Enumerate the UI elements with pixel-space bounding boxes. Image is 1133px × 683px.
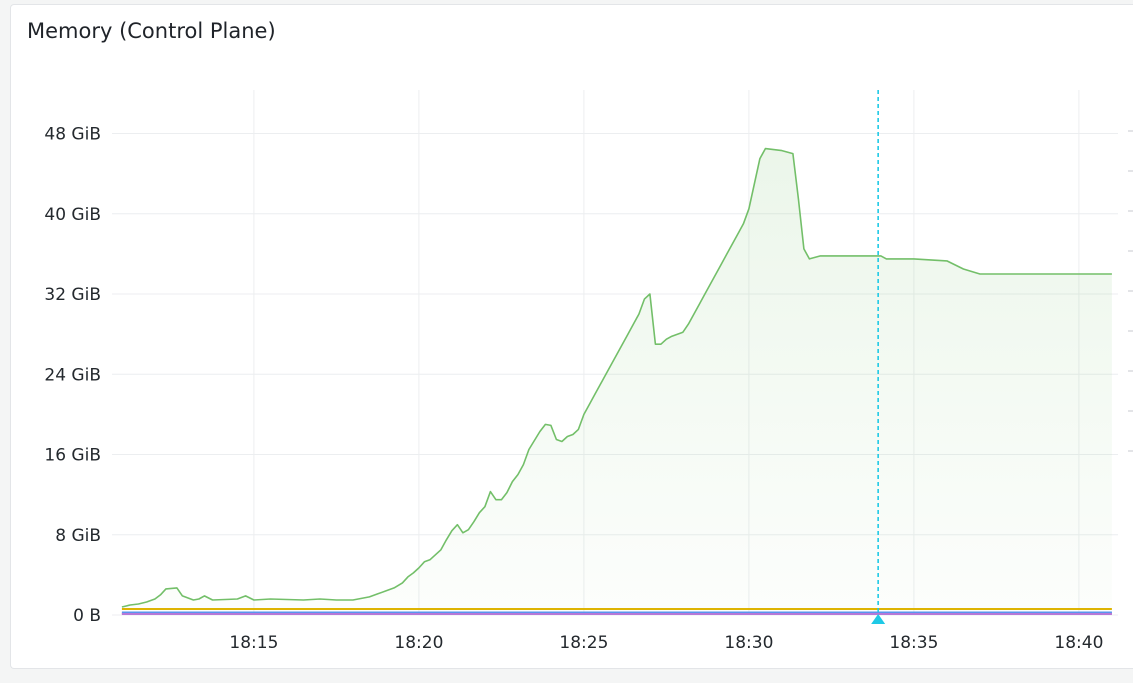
series-line [121, 147, 1112, 608]
y-tick-label: 16 GiB [44, 446, 101, 466]
y-tick-label: 48 GiB [44, 125, 101, 145]
y-tick-label: 0 B [73, 606, 101, 626]
series-layer [121, 147, 1112, 615]
x-tick-label: 18:15 [229, 633, 278, 653]
series-area [121, 148, 1112, 615]
crosshair-cursor [871, 90, 886, 624]
x-tick-label: 18:40 [1054, 633, 1103, 653]
y-tick-label: 40 GiB [44, 205, 101, 225]
panel-title: Memory (Control Plane) [27, 19, 276, 43]
y-tick-label: 24 GiB [44, 365, 101, 385]
y-axis: 0 B 8 GiB 16 GiB 24 GiB 32 GiB 40 GiB 48 GiB [44, 125, 101, 626]
x-axis: 18:15 18:20 18:25 18:30 18:35 18:40 [229, 633, 1103, 653]
y-tick-label: 32 GiB [44, 285, 101, 305]
right-edge-marks [1128, 130, 1133, 452]
y-tick-label: 8 GiB [55, 526, 101, 546]
x-tick-label: 18:35 [889, 633, 938, 653]
x-tick-label: 18:30 [724, 633, 773, 653]
cursor-marker-icon [871, 614, 886, 624]
x-tick-label: 18:25 [559, 633, 608, 653]
x-tick-label: 18:20 [394, 633, 443, 653]
